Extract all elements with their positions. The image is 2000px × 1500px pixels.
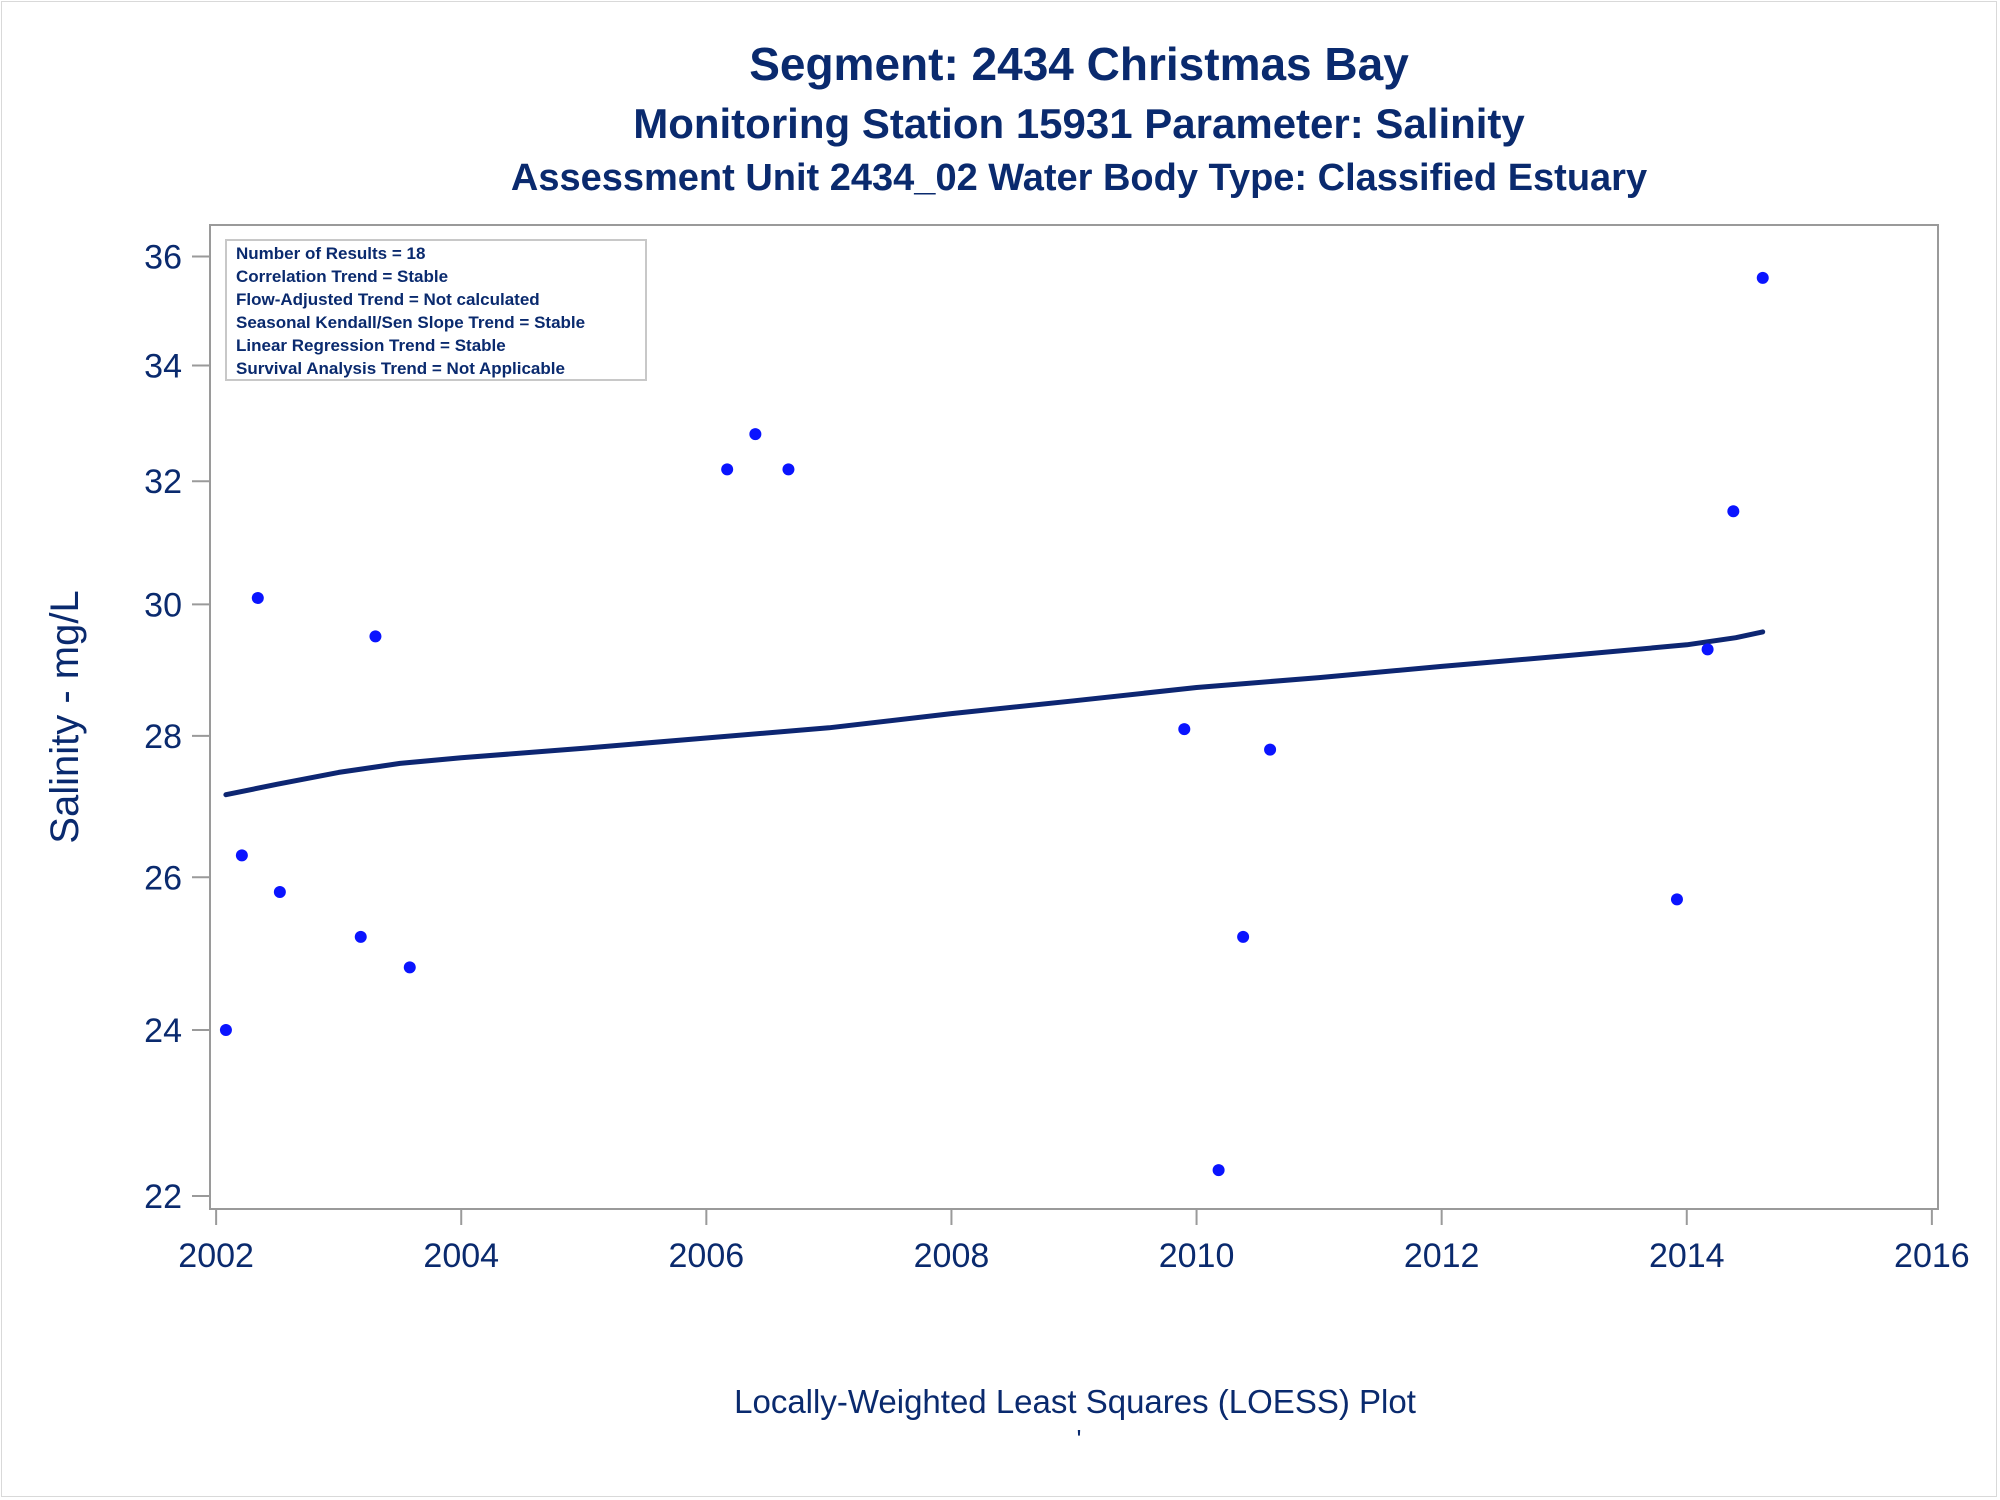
chart-footnote: Locally-Weighted Least Squares (LOESS) P… bbox=[734, 1383, 1416, 1420]
y-tick-label: 36 bbox=[144, 239, 182, 277]
plot-area-border bbox=[209, 224, 1939, 1210]
y-axis: 22 24 26 28 30 32 34 36 bbox=[144, 239, 210, 1216]
x-axis: 2002 2004 2006 2008 2010 2012 2014 2016 bbox=[178, 1209, 1970, 1275]
y-tick-label: 24 bbox=[144, 1012, 182, 1050]
chart-title: Segment: 2434 Christmas Bay bbox=[749, 38, 1409, 90]
x-tick-label: 2002 bbox=[178, 1237, 254, 1275]
data-point bbox=[354, 930, 367, 943]
data-point bbox=[219, 1023, 232, 1036]
data-point bbox=[1178, 723, 1191, 736]
data-point bbox=[1727, 505, 1740, 518]
stats-line-results: Number of Results = 18 bbox=[236, 244, 425, 263]
stats-box: Number of Results = 18 Correlation Trend… bbox=[225, 239, 647, 381]
data-point bbox=[1670, 893, 1683, 906]
chart-subtitle: Monitoring Station 15931 Parameter: Sali… bbox=[633, 100, 1525, 147]
stats-line-flow-adjusted: Flow-Adjusted Trend = Not calculated bbox=[236, 290, 540, 309]
data-points bbox=[219, 271, 1769, 1177]
data-point bbox=[403, 961, 416, 974]
stats-box-border bbox=[225, 239, 647, 381]
x-tick-label: 2008 bbox=[914, 1237, 990, 1275]
data-point bbox=[782, 463, 795, 476]
data-point bbox=[235, 849, 248, 862]
stats-line-correlation: Correlation Trend = Stable bbox=[236, 267, 448, 286]
loess-trend-line bbox=[223, 629, 1766, 798]
x-tick-label: 2004 bbox=[423, 1237, 499, 1275]
stats-line-linear-regression: Linear Regression Trend = Stable bbox=[236, 336, 506, 355]
loess-line-group bbox=[223, 629, 1766, 798]
y-tick-label: 22 bbox=[144, 1178, 182, 1216]
footnote-mark: ' bbox=[1077, 1424, 1082, 1454]
x-tick-label: 2010 bbox=[1159, 1237, 1235, 1275]
y-tick-label: 32 bbox=[144, 463, 182, 501]
data-point bbox=[369, 630, 382, 643]
data-point bbox=[251, 591, 264, 604]
y-tick-label: 26 bbox=[144, 859, 182, 897]
x-tick-label: 2012 bbox=[1404, 1237, 1480, 1275]
x-tick-label: 2016 bbox=[1894, 1237, 1970, 1275]
data-point bbox=[1701, 643, 1714, 656]
x-tick-label: 2006 bbox=[669, 1237, 745, 1275]
y-axis-label: Salinity - mg/L bbox=[43, 590, 87, 843]
y-tick-label: 30 bbox=[144, 586, 182, 624]
data-point bbox=[1756, 271, 1769, 284]
y-tick-label: 28 bbox=[144, 718, 182, 756]
chart-subtitle-2: Assessment Unit 2434_02 Water Body Type:… bbox=[511, 157, 1647, 199]
stats-line-seasonal-kendall: Seasonal Kendall/Sen Slope Trend = Stabl… bbox=[236, 313, 585, 332]
data-point bbox=[273, 886, 286, 899]
data-point bbox=[749, 428, 762, 441]
data-point bbox=[1264, 743, 1277, 756]
data-point bbox=[1237, 930, 1250, 943]
y-tick-label: 34 bbox=[144, 348, 182, 386]
data-point bbox=[1212, 1164, 1225, 1177]
x-tick-label: 2014 bbox=[1649, 1237, 1725, 1275]
stats-line-survival-analysis: Survival Analysis Trend = Not Applicable bbox=[236, 359, 565, 378]
data-point bbox=[721, 463, 734, 476]
